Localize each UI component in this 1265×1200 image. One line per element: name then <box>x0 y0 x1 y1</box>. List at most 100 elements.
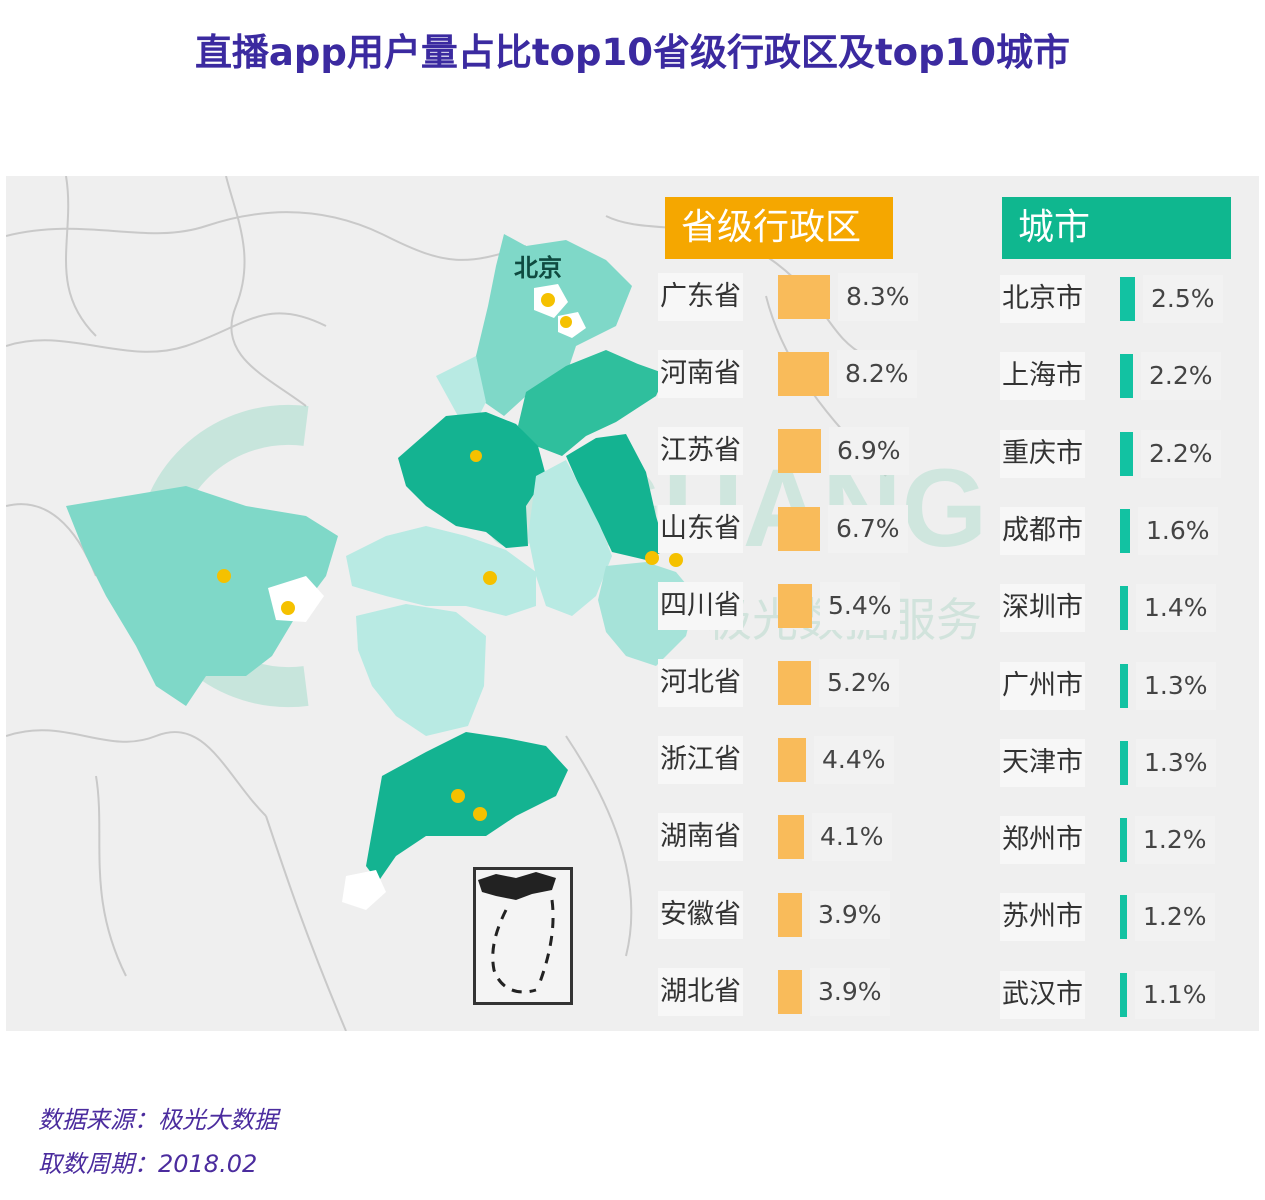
province-name: 安徽省 <box>658 890 743 939</box>
marker-chongqing <box>281 601 295 615</box>
marker-zhengzhou <box>470 450 482 462</box>
province-value: 6.9% <box>829 427 909 476</box>
marker-shanghai <box>669 553 683 567</box>
city-row: 上海市 2.2% <box>1000 352 1230 401</box>
province-name: 四川省 <box>658 581 743 630</box>
city-name: 深圳市 <box>1000 584 1085 633</box>
city-value: 1.2% <box>1135 816 1215 865</box>
province-share-bar <box>778 815 804 860</box>
marker-wuhan <box>483 571 497 585</box>
province-share-bar <box>778 661 811 705</box>
marker-beijing <box>541 293 555 307</box>
city-row: 北京市 2.5% <box>1000 275 1230 323</box>
province-row: 山东省 6.7% <box>658 504 918 553</box>
city-value: 1.6% <box>1138 506 1218 555</box>
city-share-bar <box>1120 508 1130 553</box>
province-value: 3.9% <box>810 890 890 939</box>
city-share-bar <box>1120 431 1133 476</box>
city-value: 1.1% <box>1135 970 1215 1019</box>
province-share-bar <box>778 352 829 397</box>
marker-suzhou <box>645 551 659 565</box>
province-row: 浙江省 4.4% <box>658 736 918 785</box>
province-value: 8.2% <box>837 350 917 399</box>
city-row: 重庆市 2.2% <box>1000 429 1230 478</box>
province-row: 广东省 8.3% <box>658 273 918 321</box>
city-value: 2.2% <box>1141 352 1221 401</box>
city-name: 郑州市 <box>1000 816 1085 865</box>
province-name: 河南省 <box>658 350 743 399</box>
south-china-sea-inset <box>473 867 573 1005</box>
province-value: 8.3% <box>838 273 918 321</box>
province-row: 河北省 5.2% <box>658 659 918 707</box>
data-source: 数据来源：极光大数据 <box>38 1106 278 1134</box>
city-value: 2.5% <box>1143 275 1223 323</box>
map-label-beijing: 北京 <box>514 254 562 282</box>
region-hebei <box>476 234 632 416</box>
province-share-bar <box>778 506 820 551</box>
region-shanxi <box>436 356 486 422</box>
city-share-bar <box>1120 277 1135 321</box>
marker-shenzhen <box>473 807 487 821</box>
city-share-bar <box>1120 895 1127 940</box>
inset-dashed-line <box>491 909 537 994</box>
city-markers <box>217 293 683 821</box>
region-henan <box>398 412 546 548</box>
chart-title: 直播app用户量占比top10省级行政区及top10城市 <box>194 31 1071 74</box>
city-share-bar <box>1120 972 1127 1017</box>
province-value: 5.2% <box>819 659 899 707</box>
province-name: 河北省 <box>658 659 743 707</box>
city-name: 武汉市 <box>1000 970 1085 1019</box>
city-row: 成都市 1.6% <box>1000 506 1230 555</box>
city-header: 城市 <box>1002 197 1231 259</box>
city-value: 1.3% <box>1136 738 1216 787</box>
city-name: 重庆市 <box>1000 429 1085 478</box>
province-share-bar <box>778 275 830 319</box>
province-share-bar <box>778 738 806 783</box>
city-row: 深圳市 1.4% <box>1000 584 1230 633</box>
marker-tianjin <box>560 316 572 328</box>
region-hubei <box>346 526 536 616</box>
province-row: 四川省 5.4% <box>658 581 918 630</box>
city-name: 成都市 <box>1000 506 1085 555</box>
city-value: 2.2% <box>1141 429 1221 478</box>
province-header: 省级行政区 <box>665 197 893 259</box>
city-name: 天津市 <box>1000 738 1085 787</box>
province-name: 广东省 <box>658 273 743 321</box>
inset-canvas <box>478 872 556 994</box>
province-name: 湖南省 <box>658 813 743 862</box>
province-name: 江苏省 <box>658 427 743 476</box>
city-value: 1.4% <box>1136 584 1216 633</box>
inset-dashed-line-east <box>538 899 555 983</box>
city-row: 郑州市 1.2% <box>1000 816 1230 865</box>
city-name: 广州市 <box>1000 661 1085 710</box>
region-sichuan <box>66 486 338 706</box>
province-row: 江苏省 6.9% <box>658 427 918 476</box>
region-hainan <box>342 870 386 910</box>
city-name: 北京市 <box>1000 275 1085 323</box>
city-share-bar <box>1120 740 1128 785</box>
city-value: 1.3% <box>1136 661 1216 710</box>
province-name: 湖北省 <box>658 967 743 1016</box>
data-period: 取数周期：2018.02 <box>38 1150 258 1178</box>
province-share-bar <box>778 429 821 474</box>
province-row: 河南省 8.2% <box>658 350 918 399</box>
city-row: 广州市 1.3% <box>1000 661 1230 710</box>
city-name: 上海市 <box>1000 352 1085 401</box>
city-share-bar <box>1120 586 1128 631</box>
city-value: 1.2% <box>1135 893 1215 942</box>
city-row: 苏州市 1.2% <box>1000 893 1230 942</box>
marker-guangzhou <box>451 789 465 803</box>
province-row: 湖北省 3.9% <box>658 967 918 1016</box>
province-row: 湖南省 4.1% <box>658 813 918 862</box>
province-value: 4.1% <box>812 813 892 862</box>
province-value: 5.4% <box>820 581 900 630</box>
city-share-bar <box>1120 818 1127 863</box>
inset-coast <box>478 872 556 900</box>
province-share-bar <box>778 583 812 628</box>
province-value: 3.9% <box>810 967 890 1016</box>
city-share-bar <box>1120 663 1128 708</box>
region-guangdong <box>366 732 568 882</box>
province-share-bar <box>778 892 802 937</box>
province-value: 6.7% <box>828 504 908 553</box>
region-anhui <box>528 460 612 616</box>
